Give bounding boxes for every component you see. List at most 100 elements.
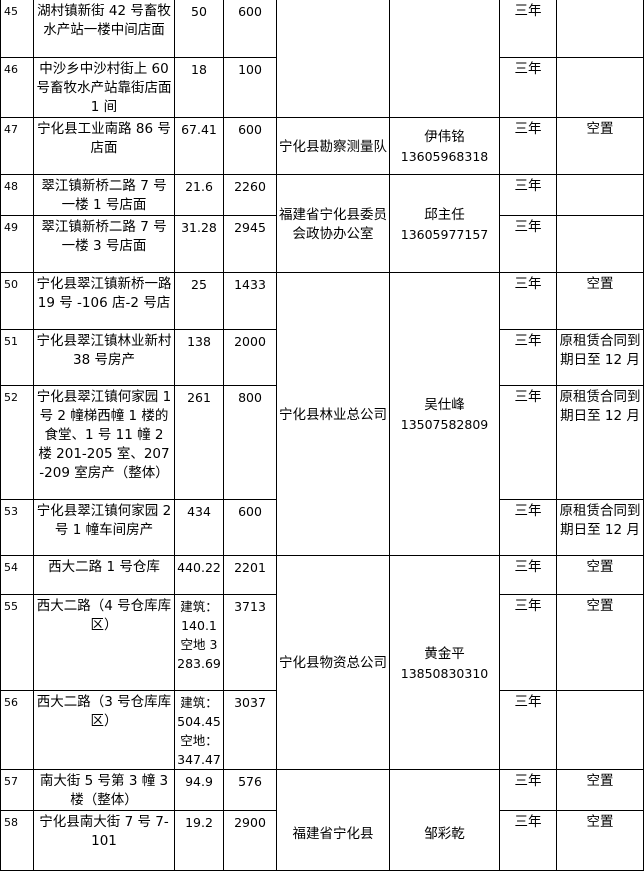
lease-term-cell: 三年 [499,272,557,330]
table-row: 49 翠江镇新桥二路 7 号一楼 3 号店面 31.28 2945 三年 [0,215,644,273]
area-cell: 建筑：140.1 空地 3283.69 [174,594,224,691]
rent-cell: 2000 [223,329,277,386]
area-cell: 261 [174,385,224,500]
contact-name: 伊伟铭 [424,129,465,145]
unit-cell: 福建省宁化县 [276,769,390,871]
status-cell: 原租赁合同到期日至 12 月 [556,385,644,500]
unit-cell: 宁化县勘察测量队 [276,117,390,175]
area-cell: 67.41 [174,117,224,175]
status-cell: 原租赁合同到期日至 12 月 [556,499,644,556]
table-row: 54 西大二路 1 号仓库 440.22 2201 宁化县物资总公司 黄金平 1385083… [0,555,644,770]
address-cell: 宁化县南大街 7 号 7-101 [33,810,175,871]
address-cell: 湖村镇新街 42 号畜牧水产站一楼中间店面 [33,0,175,58]
row-number: 48 [0,174,34,216]
status-cell [556,690,644,770]
rent-cell: 2945 [223,215,277,273]
contact-cell: 邹彩乾 [389,769,500,871]
contact-cell: 黄金平 13850830310 [389,555,500,770]
status-cell [556,174,644,216]
row-number: 57 [0,769,34,811]
area-cell: 25 [174,272,224,330]
lease-term-cell: 三年 [499,769,557,811]
status-cell: 原租赁合同到期日至 12 月 [556,329,644,386]
lease-term-cell: 三年 [499,117,557,175]
lease-term-cell: 三年 [499,174,557,216]
contact-phone: 13605968318 [400,149,489,164]
lease-term-cell: 三年 [499,594,557,691]
row-number: 47 [0,117,34,175]
table-row: 46 中沙乡中沙村街上 60 号畜牧水产站靠街店面 1 间 18 100 三年 [0,57,644,118]
row-number: 50 [0,272,34,330]
table-row: 47 宁化县工业南路 86 号店面 67.41 600 宁化县勘察测量队 伊伟铭 13605… [0,117,644,175]
area-cell: 50 [174,0,224,58]
rent-cell: 3037 [223,690,277,770]
contact-phone: 13850830310 [400,665,489,681]
status-cell: 空置 [556,117,644,175]
row-number: 51 [0,329,34,386]
area-cell: 434 [174,499,224,556]
row-number: 53 [0,499,34,556]
unit-cell: 宁化县物资总公司 [276,555,390,770]
row-number: 56 [0,690,34,770]
rent-cell: 600 [223,499,277,556]
status-cell [556,0,644,58]
address-cell: 宁化县翠江镇林业新村 38 号房产 [33,329,175,386]
address-cell: 翠江镇新桥二路 7 号一楼 3 号店面 [33,215,175,273]
rent-cell: 3713 [223,594,277,691]
contact-name: 邹彩乾 [424,826,465,842]
row-number: 58 [0,810,34,871]
status-cell: 空置 [556,272,644,330]
address-cell: 翠江镇新桥二路 7 号一楼 1 号店面 [33,174,175,216]
rent-cell: 2201 [223,555,277,595]
row-number: 52 [0,385,34,500]
lease-term-cell: 三年 [499,499,557,556]
lease-term-cell: 三年 [499,215,557,273]
table-row: 57 南大街 5 号第 3 幢 3 楼（整体） 94.9 576 福建省宁化县 邹彩乾 三年… [0,769,644,871]
contact-cell: 吴仕峰 13507582809 [389,272,500,556]
table-row: 45 湖村镇新街 42 号畜牧水产站一楼中间店面 50 600 三年 [0,0,644,118]
lease-term-cell: 三年 [499,0,557,58]
lease-term-cell: 三年 [499,690,557,770]
unit-cell: 福建省宁化县委员会政协办公室 [276,174,390,273]
status-cell: 空置 [556,769,644,811]
table-row: 52 宁化县翠江镇何家园 1 号 2 幢梯西幢 1 楼的食堂、1 号 11 幢 2… [0,385,644,500]
lease-term-cell: 三年 [499,385,557,500]
table-row: 50 宁化县翠江镇新桥一路 19 号 -106 店-2 号店 25 1433 宁化县林业… [0,272,644,556]
address-cell: 西大二路（3 号仓库库区） [33,690,175,770]
address-cell: 宁化县翠江镇新桥一路 19 号 -106 店-2 号店 [33,272,175,330]
rent-cell: 1433 [223,272,277,330]
contact-cell [389,0,500,118]
area-cell: 31.28 [174,215,224,273]
address-cell: 中沙乡中沙村街上 60 号畜牧水产站靠街店面 1 间 [33,57,175,118]
status-cell: 空置 [556,594,644,691]
rent-cell: 800 [223,385,277,500]
row-number: 54 [0,555,34,595]
contact-phone: 13605977157 [400,226,489,242]
contact-phone: 13507582809 [400,417,489,432]
contact-name: 吴仕峰 [424,397,465,413]
rent-cell: 600 [223,117,277,175]
address-cell: 南大街 5 号第 3 幢 3 楼（整体） [33,769,175,811]
address-cell: 宁化县翠江镇何家园 2 号 1 幢车间房产 [33,499,175,556]
table-row: 56 西大二路（3 号仓库库区） 建筑：504.45 空地：347.47 3037 三年 [0,690,644,770]
area-cell: 440.22 [174,555,224,595]
address-cell: 西大二路（4 号仓库库区） [33,594,175,691]
address-cell: 宁化县翠江镇何家园 1 号 2 幢梯西幢 1 楼的食堂、1 号 11 幢 2 楼… [33,385,175,500]
unit-cell [276,0,390,118]
rent-cell: 2900 [223,810,277,871]
area-cell: 建筑：504.45 空地：347.47 [174,690,224,770]
table-row: 48 翠江镇新桥二路 7 号一楼 1 号店面 21.6 2260 福建省宁化县委员会政协… [0,174,644,273]
lease-term-cell: 三年 [499,57,557,118]
row-number: 45 [0,0,34,58]
area-cell: 19.2 [174,810,224,871]
area-cell: 138 [174,329,224,386]
table-row: 55 西大二路（4 号仓库库区） 建筑：140.1 空地 3283.69 3713 三年… [0,594,644,691]
unit-cell: 宁化县林业总公司 [276,272,390,556]
rent-cell: 2260 [223,174,277,216]
contact-name: 黄金平 [424,645,465,662]
row-number: 49 [0,215,34,273]
address-cell: 西大二路 1 号仓库 [33,555,175,595]
status-cell: 空置 [556,555,644,595]
lease-term-cell: 三年 [499,329,557,386]
